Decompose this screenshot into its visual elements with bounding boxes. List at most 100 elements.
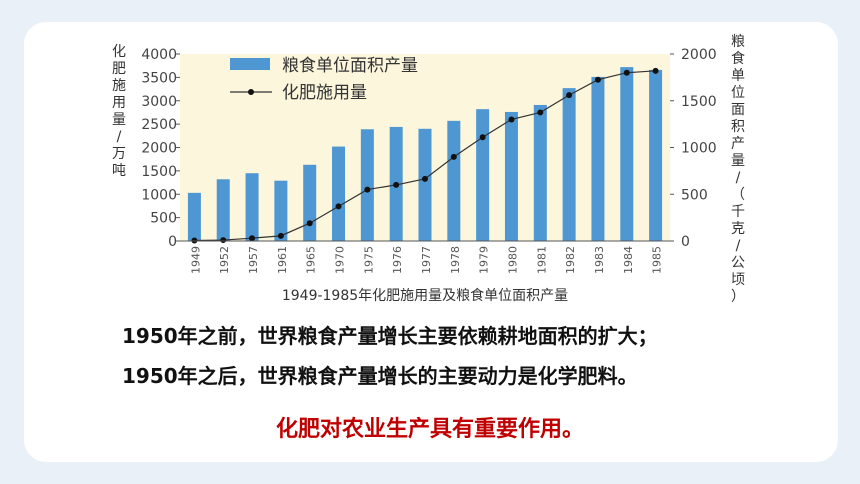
conclusion-before-1950: 1950年之前，世界粮食产量增长主要依赖耕地面积的扩大； — [122, 324, 658, 348]
axis-label-glyph: / — [736, 238, 741, 254]
axis-label-glyph: 位 — [731, 85, 745, 101]
bar-1980 — [504, 111, 518, 241]
point-1981 — [537, 109, 544, 116]
right-tick-label: 500 — [681, 187, 708, 203]
axis-label-glyph: 粮 — [731, 34, 745, 50]
axis-label-glyph: 用 — [112, 95, 126, 111]
bar-1970 — [332, 146, 346, 241]
x-tick-label: 1979 — [478, 246, 491, 274]
axis-label-glyph: 肥 — [112, 61, 126, 77]
bar-1982 — [562, 88, 576, 241]
right-axis-label: 粮食单位面积产量/（千克/公顷） — [731, 34, 745, 305]
left-tick-label: 0 — [168, 234, 177, 250]
point-1970 — [335, 203, 342, 210]
axis-label-glyph: 顷 — [731, 272, 745, 288]
axis-label-glyph: 万 — [112, 146, 126, 162]
axis-label-glyph: 量 — [112, 112, 126, 128]
fertilizer-grain-chart: 0 500 1000 1500 2000 2500 3000 3500 4000 0 500 100… — [112, 34, 745, 305]
x-tick-label: 1970 — [334, 246, 347, 274]
bar-1978 — [447, 120, 461, 241]
x-tick-label: 1978 — [449, 246, 462, 274]
left-tick-label: 500 — [150, 211, 177, 227]
axis-label-glyph: 积 — [731, 119, 745, 135]
conclusion-after-1950: 1950年之后，世界粮食产量增长的主要动力是化学肥料。 — [122, 364, 638, 388]
axis-label-glyph: 吨 — [112, 163, 126, 179]
point-1961 — [277, 232, 284, 239]
point-1983 — [594, 76, 601, 83]
x-tick-label: 1985 — [651, 246, 664, 274]
axis-label-glyph: 量 — [731, 153, 745, 169]
left-tick-label: 2500 — [141, 117, 177, 133]
axis-label-glyph: 产 — [731, 136, 745, 152]
axis-label-glyph: 公 — [731, 255, 745, 271]
point-1982 — [566, 92, 573, 99]
left-tick-label: 1000 — [141, 187, 177, 203]
bar-1979 — [476, 109, 490, 241]
point-1977 — [422, 175, 428, 182]
legend-bar-swatch — [230, 58, 270, 70]
axis-label-glyph: ） — [731, 289, 745, 305]
bar-series-grain-yield — [187, 67, 663, 242]
bar-1957 — [245, 173, 259, 241]
left-tick-label: 3000 — [141, 94, 177, 110]
point-1979 — [479, 134, 486, 141]
left-tick-label: 3500 — [141, 70, 177, 86]
x-tick-label: 1981 — [535, 246, 548, 274]
right-tick-label: 2000 — [681, 47, 717, 63]
bar-1981 — [533, 104, 547, 242]
point-1965 — [306, 220, 313, 227]
point-1978 — [450, 153, 457, 160]
x-tick-label: 1980 — [506, 246, 519, 274]
legend-line-marker — [248, 89, 254, 95]
point-1984 — [623, 69, 630, 76]
bar-1983 — [591, 76, 605, 241]
bar-1975 — [360, 129, 374, 241]
x-axis-ticks: 1949 1952 1957 1961 1965 1970 1975 1976 1977 1978… — [189, 246, 663, 274]
x-tick-label: 1975 — [362, 246, 375, 274]
axis-label-glyph: / — [736, 170, 741, 186]
axis-label-glyph: 千 — [731, 204, 745, 220]
x-tick-label: 1983 — [593, 246, 606, 274]
x-tick-label: 1952 — [218, 246, 231, 274]
x-tick-label: 1976 — [391, 246, 404, 274]
axis-label-glyph: 施 — [112, 78, 126, 94]
left-tick-label: 4000 — [141, 47, 177, 63]
point-1975 — [364, 186, 371, 193]
legend-bar-label: 粮食单位面积产量 — [282, 56, 418, 76]
left-tick-label: 1500 — [141, 164, 177, 180]
x-tick-label: 1961 — [276, 246, 289, 274]
bar-1965 — [303, 164, 317, 241]
right-tick-label: 1000 — [681, 141, 717, 157]
bar-1977 — [418, 128, 432, 241]
x-tick-label: 1984 — [622, 246, 635, 274]
left-axis-ticks: 0 500 1000 1500 2000 2500 3000 3500 4000 — [141, 47, 180, 250]
x-tick-label: 1949 — [189, 246, 202, 274]
axis-label-glyph: 食 — [731, 50, 745, 67]
x-tick-label: 1957 — [247, 246, 260, 274]
x-tick-label: 1977 — [420, 246, 433, 274]
point-1957 — [249, 235, 256, 242]
bar-1985 — [649, 69, 663, 242]
legend-line-label: 化肥施用量 — [282, 83, 367, 103]
point-1985 — [652, 67, 659, 74]
axis-label-glyph: （ — [731, 187, 745, 203]
axis-label-glyph: 克 — [731, 221, 745, 237]
line-points-fertilizer — [191, 67, 659, 244]
axis-label-glyph: 面 — [731, 102, 745, 118]
left-axis-label: 化肥施用量/万吨 — [112, 44, 126, 179]
right-axis-ticks: 0 500 1000 1500 2000 — [670, 47, 717, 250]
left-tick-label: 2000 — [141, 141, 177, 157]
axis-label-glyph: 单 — [731, 68, 745, 84]
bar-1949 — [187, 192, 201, 241]
right-tick-label: 1500 — [681, 94, 717, 110]
x-tick-label: 1965 — [305, 246, 318, 274]
axis-label-glyph: / — [117, 129, 122, 145]
point-1980 — [508, 116, 515, 123]
key-conclusion: 化肥对农业生产具有重要作用。 — [275, 417, 584, 442]
bar-1952 — [216, 179, 230, 241]
axis-label-glyph: 化 — [112, 44, 126, 60]
point-1976 — [393, 181, 400, 188]
point-1952 — [220, 237, 227, 244]
right-tick-label: 0 — [681, 234, 690, 250]
chart-legend: 粮食单位面积产量 化肥施用量 — [230, 56, 418, 103]
